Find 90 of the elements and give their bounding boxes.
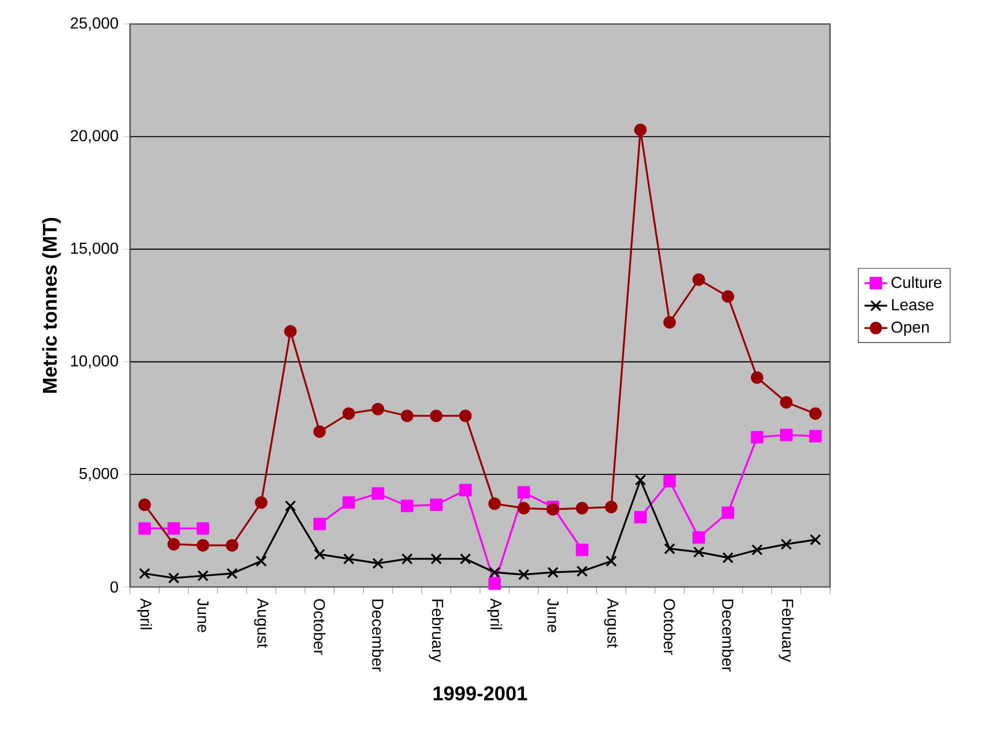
point (664, 543, 676, 554)
point (343, 553, 354, 564)
point (372, 558, 384, 569)
legend-label: Culture (892, 276, 942, 288)
y-tick-label: 5,000 (79, 468, 118, 481)
point (196, 522, 210, 535)
point (138, 522, 151, 535)
x-tick-label: April (487, 598, 502, 630)
point (518, 568, 530, 580)
point (284, 500, 296, 512)
point (313, 518, 326, 530)
legend-label: Open (892, 321, 929, 336)
point (547, 566, 559, 578)
point (634, 124, 647, 136)
y-tick-label: 15,000 (71, 242, 118, 256)
point (518, 486, 530, 499)
point (692, 273, 706, 286)
point (197, 570, 209, 582)
point (284, 325, 297, 338)
point (460, 553, 472, 564)
point (313, 425, 326, 438)
point (780, 538, 792, 550)
point (342, 407, 356, 420)
x-tick-label: June (197, 598, 208, 632)
point (576, 566, 588, 577)
point (693, 546, 704, 558)
point (692, 531, 706, 544)
x-tick-label: April (137, 598, 152, 630)
point (810, 534, 822, 546)
point (634, 510, 647, 524)
x-tick-label: December (722, 600, 734, 672)
point (722, 506, 734, 519)
point (342, 496, 356, 509)
legend-label: Lease (892, 299, 934, 310)
point (459, 410, 472, 422)
point (138, 568, 150, 580)
x-tick-label: February (778, 600, 794, 662)
x-tick-label: August (604, 598, 618, 648)
point (722, 290, 734, 303)
point (605, 500, 618, 514)
point (314, 548, 326, 560)
point (430, 410, 443, 422)
point (488, 577, 501, 590)
point (809, 407, 822, 420)
point (518, 502, 530, 514)
point (750, 430, 764, 444)
point (488, 566, 500, 578)
point (430, 553, 442, 564)
y-tick-label: 20,000 (70, 130, 118, 144)
point (256, 555, 267, 567)
point (809, 430, 822, 442)
x-tick-label: August (254, 598, 268, 648)
point (663, 474, 676, 488)
point (751, 544, 763, 556)
point (372, 402, 384, 416)
point (400, 410, 414, 422)
y-axis-title: Metric tonnes (MT) (42, 218, 61, 393)
point (634, 474, 646, 486)
x-axis-title: 1999-2001 (434, 686, 528, 700)
point (168, 572, 180, 584)
point (780, 396, 793, 409)
point (226, 539, 238, 552)
y-tick-label: 25,000 (70, 17, 118, 31)
point (372, 487, 384, 500)
point (430, 498, 443, 512)
point (168, 538, 180, 550)
point (255, 496, 268, 509)
point (226, 568, 238, 580)
point (459, 484, 472, 496)
point (663, 316, 676, 329)
point (722, 552, 734, 564)
point (546, 503, 560, 516)
point (400, 500, 414, 512)
point (401, 553, 413, 564)
point (576, 502, 588, 514)
point (196, 539, 210, 552)
x-tick-label: June (547, 598, 558, 632)
y-tick-label: 0 (110, 581, 118, 593)
point (606, 555, 617, 567)
x-tick-label: February (428, 600, 444, 662)
x-tick-label: October (664, 599, 676, 655)
point (168, 522, 180, 535)
point (780, 428, 793, 442)
point (750, 371, 764, 384)
point (488, 497, 501, 510)
x-tick-label: December (372, 600, 384, 672)
x-tick-label: October (314, 599, 326, 655)
y-tick-label: 10,000 (71, 355, 118, 368)
point (138, 498, 151, 512)
point (576, 544, 588, 556)
